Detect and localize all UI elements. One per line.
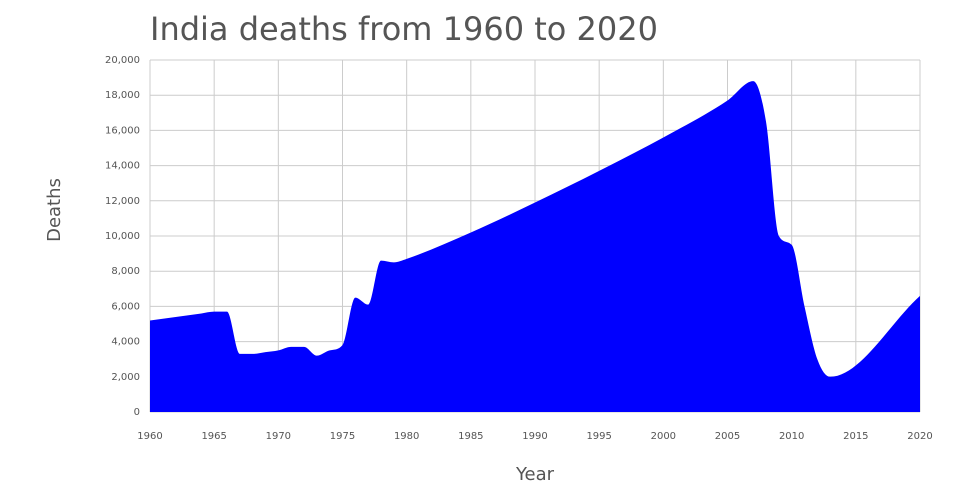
y-tick-label: 10,000	[105, 231, 140, 242]
x-tick-label: 1960	[137, 431, 162, 442]
plot	[150, 81, 920, 413]
x-tick-label: 2005	[715, 431, 740, 442]
x-tick-label: 2020	[907, 431, 932, 442]
x-tick-label: 1995	[586, 431, 611, 442]
y-tick-label: 18,000	[105, 90, 140, 101]
chart-title: India deaths from 1960 to 2020	[150, 10, 658, 48]
y-tick-label: 4,000	[111, 337, 140, 348]
area	[150, 81, 920, 413]
x-tick-label: 1970	[266, 431, 291, 442]
y-tick-label: 14,000	[105, 161, 140, 172]
x-axis-label: Year	[515, 464, 555, 485]
x-tick-label: 2000	[651, 431, 676, 442]
y-tick-label: 2,000	[111, 372, 140, 383]
x-tick-label: 2010	[779, 431, 804, 442]
y-tick-label: 20,000	[105, 55, 140, 66]
y-tick-label: 6,000	[111, 301, 140, 312]
y-tick-label: 8,000	[111, 266, 140, 277]
y-tick-label: 12,000	[105, 196, 140, 207]
y-axis-label: Deaths	[44, 178, 65, 242]
y-tick-label: 16,000	[105, 125, 140, 136]
x-tick-label: 1980	[394, 431, 419, 442]
x-tick-label: 1975	[330, 431, 355, 442]
x-tick-label: 1985	[458, 431, 483, 442]
x-tick-label: 2015	[843, 431, 868, 442]
x-tick-label: 1965	[201, 431, 226, 442]
y-tick-label: 0	[134, 407, 140, 418]
x-tick-label: 1990	[522, 431, 547, 442]
